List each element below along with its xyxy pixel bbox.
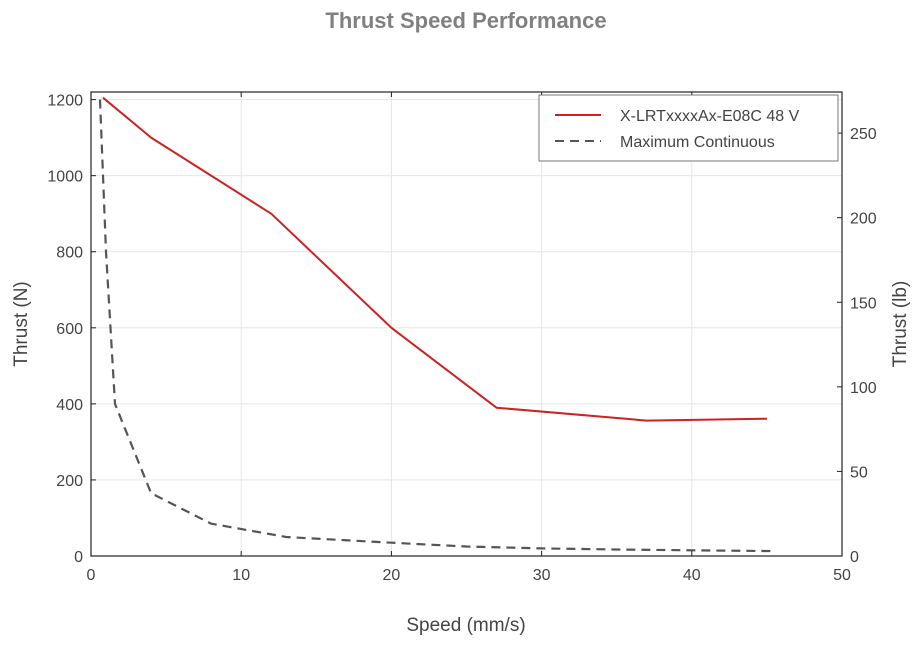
legend-box: [538, 94, 839, 162]
axis-ticks: 0 10 20 30 40 5002004006008001000120005010015…: [47, 92, 877, 584]
x-tick-label: 20: [383, 567, 401, 584]
y-tick-label-left: 600: [56, 321, 83, 338]
x-tick-label: 10: [232, 567, 250, 584]
y-tick-label-left: 0: [74, 549, 83, 566]
y-tick-label-left: 1000: [47, 169, 83, 186]
y-tick-label-left: 400: [56, 397, 83, 414]
y-axis-label-right: Thrust (lb): [890, 281, 911, 368]
chart-title: Thrust Speed Performance: [325, 8, 606, 33]
y-axis-label-left: Thrust (N): [11, 281, 32, 367]
y-tick-label-left: 1200: [47, 93, 83, 110]
series-line-max-continuous: [98, 99, 775, 553]
legend: X-LRTxxxxAx-E08C 48 V Maximum Continuous: [538, 94, 839, 162]
x-axis-label: Speed (mm/s): [406, 615, 525, 636]
y-tick-label-right: 250: [850, 126, 877, 143]
x-tick-label: 50: [833, 567, 851, 584]
grid: [91, 92, 842, 556]
legend-label: X-LRTxxxxAx-E08C 48 V: [620, 108, 800, 125]
y-tick-label-left: 200: [56, 473, 83, 490]
x-tick-label: 30: [533, 567, 551, 584]
legend-label: Maximum Continuous: [620, 134, 775, 151]
y-tick-label-right: 200: [850, 211, 877, 228]
y-tick-label-left: 800: [56, 245, 83, 262]
series-line-rated: [102, 96, 767, 422]
series-group: [98, 96, 775, 553]
x-tick-label: 40: [683, 567, 701, 584]
plot-frame: [90, 91, 843, 557]
y-tick-label-right: 50: [850, 464, 868, 481]
x-tick-label: 0: [87, 567, 96, 584]
y-tick-label-right: 100: [850, 380, 877, 397]
y-tick-label-right: 0: [850, 549, 859, 566]
y-tick-label-right: 150: [850, 295, 877, 312]
